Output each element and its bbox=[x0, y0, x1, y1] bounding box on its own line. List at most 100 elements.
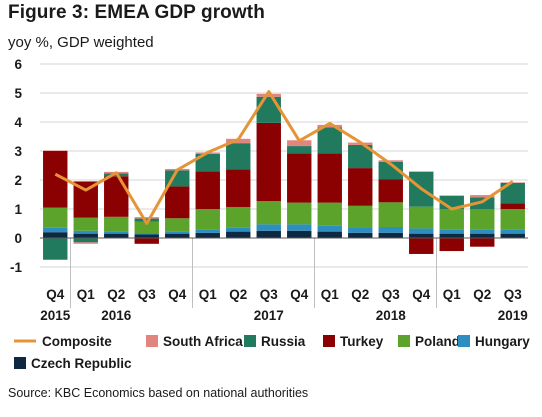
bar-segment bbox=[470, 209, 495, 230]
bar-segment bbox=[287, 153, 312, 203]
x-tick-label: Q3 bbox=[382, 287, 401, 302]
legend-label: Russia bbox=[261, 334, 306, 349]
bar-segment bbox=[226, 231, 251, 238]
bar-segment bbox=[500, 229, 525, 234]
bar-segment bbox=[470, 238, 495, 247]
bar-segment bbox=[287, 230, 312, 238]
bar-segment bbox=[378, 161, 403, 180]
bar-segment bbox=[43, 150, 68, 151]
bar-segment bbox=[134, 217, 159, 219]
y-tick-label: 6 bbox=[14, 57, 22, 72]
legend-swatch bbox=[146, 335, 158, 347]
x-tick-label: Q4 bbox=[290, 287, 309, 302]
legend-label: Poland bbox=[415, 334, 460, 349]
bar-segment bbox=[226, 227, 251, 232]
y-tick-label: 0 bbox=[14, 231, 22, 246]
x-tick-label: Q4 bbox=[46, 287, 65, 302]
bar-segment bbox=[287, 140, 312, 147]
legend-swatch bbox=[244, 335, 256, 347]
bar-segment bbox=[165, 231, 190, 234]
bar-segment bbox=[378, 202, 403, 227]
bar-segment bbox=[165, 218, 190, 232]
year-label: 2018 bbox=[376, 308, 407, 323]
source-note: Source: KBC Economics based on national … bbox=[8, 386, 309, 400]
bar-segment bbox=[73, 233, 98, 238]
chart-subtitle: yoy %, GDP weighted bbox=[8, 34, 154, 51]
x-tick-label: Q1 bbox=[77, 287, 96, 302]
bar-segment bbox=[409, 238, 434, 254]
bar-segment bbox=[226, 143, 251, 170]
bar-segment bbox=[409, 233, 434, 238]
x-tick-label: Q4 bbox=[168, 287, 187, 302]
x-tick-label: Q1 bbox=[321, 287, 340, 302]
bar-segment bbox=[104, 176, 129, 217]
bar-segment bbox=[317, 231, 342, 238]
bar-segment bbox=[317, 124, 342, 128]
bar-segment bbox=[348, 144, 373, 169]
x-tick-label: Q2 bbox=[107, 287, 125, 302]
legend-swatch bbox=[398, 335, 410, 347]
legend-label: Hungary bbox=[475, 334, 530, 349]
bar-segment bbox=[165, 186, 190, 219]
x-tick-label: Q3 bbox=[504, 287, 523, 302]
bar-segment bbox=[256, 224, 281, 231]
legend-swatch bbox=[14, 357, 26, 369]
bar-segment bbox=[256, 230, 281, 238]
bar-segment bbox=[500, 203, 525, 209]
bar-segment bbox=[378, 226, 403, 233]
bar-segment bbox=[43, 238, 68, 260]
bar-segment bbox=[439, 233, 464, 238]
bar-segment bbox=[439, 229, 464, 234]
bar-segment bbox=[470, 233, 495, 238]
y-tick-label: 4 bbox=[14, 115, 22, 130]
y-tick-label: 1 bbox=[14, 202, 22, 217]
year-label: 2017 bbox=[254, 308, 284, 323]
bar-segment bbox=[317, 127, 342, 154]
bar-segment bbox=[134, 221, 159, 234]
bar-segment bbox=[226, 206, 251, 228]
bar-segment bbox=[470, 229, 495, 234]
bar-segment bbox=[348, 232, 373, 238]
bar-segment bbox=[287, 224, 312, 231]
x-tick-label: Q2 bbox=[473, 287, 491, 302]
bar-segment bbox=[317, 225, 342, 232]
bar-segment bbox=[500, 209, 525, 230]
chart-title: Figure 3: EMEA GDP growth bbox=[8, 2, 265, 23]
x-tick-label: Q2 bbox=[351, 287, 369, 302]
legend-label: Turkey bbox=[340, 334, 384, 349]
bar-segment bbox=[470, 195, 495, 198]
bar-segment bbox=[348, 227, 373, 233]
bar-segment bbox=[439, 195, 464, 196]
legend-label: South Africa bbox=[163, 334, 243, 349]
x-tick-label: Q1 bbox=[443, 287, 462, 302]
bar-segment bbox=[439, 238, 464, 252]
legend-label: Composite bbox=[42, 334, 112, 349]
bar-segment bbox=[73, 230, 98, 234]
bar-segment bbox=[195, 232, 220, 238]
bar-segment bbox=[134, 233, 159, 235]
bar-segment bbox=[73, 238, 98, 243]
bar-segment bbox=[256, 201, 281, 225]
bar-segment bbox=[104, 231, 129, 234]
x-tick-label: Q1 bbox=[199, 287, 218, 302]
bar-segment bbox=[378, 179, 403, 203]
bar-segment bbox=[317, 202, 342, 226]
bar-segment bbox=[287, 202, 312, 225]
bar-segment bbox=[43, 207, 68, 228]
year-label: 2016 bbox=[101, 308, 132, 323]
bar-segment bbox=[104, 233, 129, 238]
bar-segment bbox=[73, 217, 98, 231]
year-label: 2015 bbox=[40, 308, 71, 323]
bar-segment bbox=[500, 233, 525, 238]
legend-label: Czech Republic bbox=[31, 356, 132, 371]
bar-segment bbox=[409, 228, 434, 234]
x-tick-label: Q3 bbox=[138, 287, 157, 302]
y-tick-label: -1 bbox=[10, 260, 22, 275]
bar-segment bbox=[134, 234, 159, 238]
y-tick-label: 3 bbox=[14, 144, 22, 159]
bar-segment bbox=[256, 96, 281, 123]
x-tick-label: Q2 bbox=[229, 287, 247, 302]
year-label: 2019 bbox=[498, 308, 528, 323]
bar-segment bbox=[348, 205, 373, 228]
